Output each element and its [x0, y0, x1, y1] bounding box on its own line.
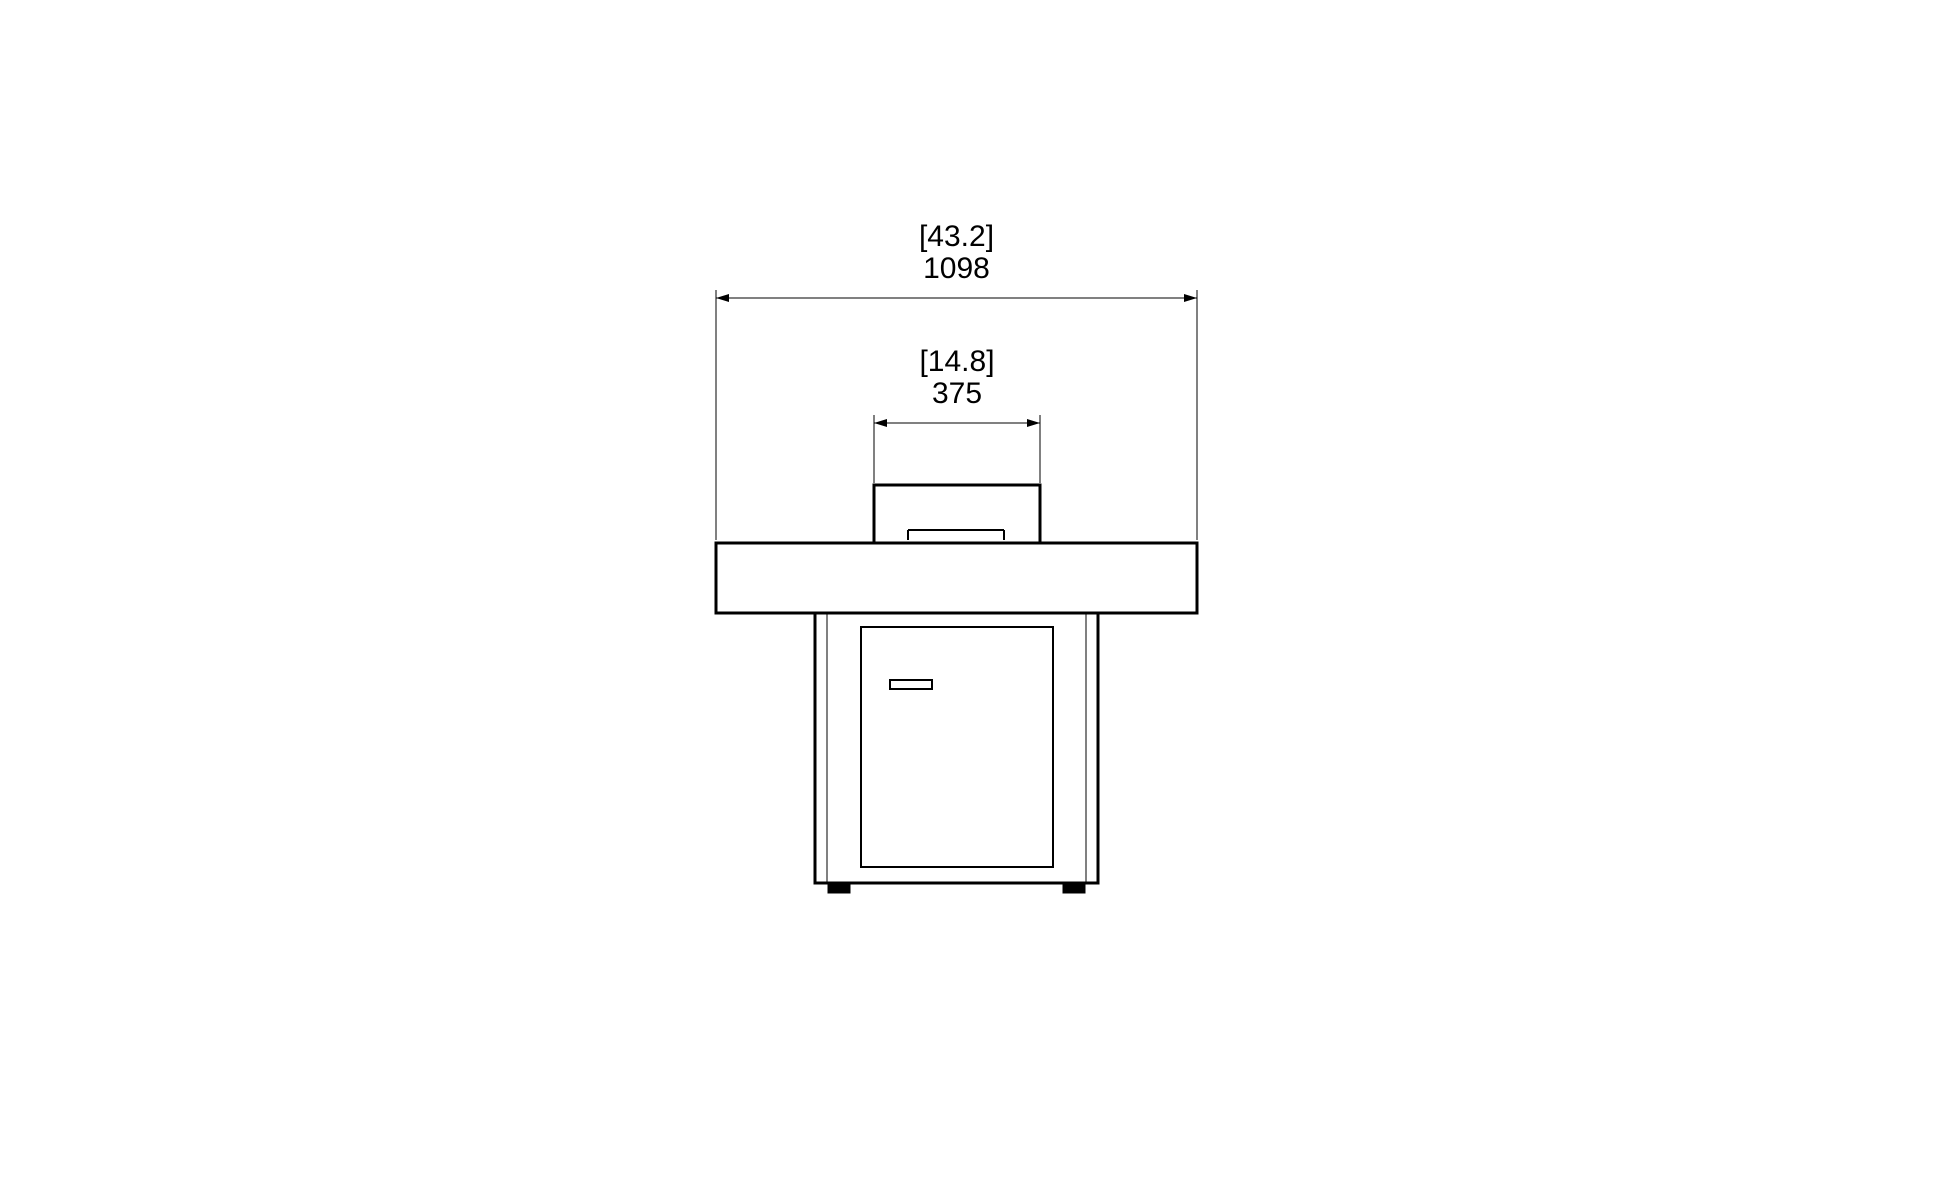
dim-burner-width-imperial: [14.8] — [919, 345, 994, 378]
dim-overall-width-imperial: [43.2] — [919, 220, 994, 253]
foot-right — [1063, 883, 1085, 893]
countertop — [716, 543, 1197, 613]
cabinet-door — [861, 627, 1053, 867]
foot-left — [828, 883, 850, 893]
burner-surround — [874, 485, 1040, 543]
door-handle — [890, 680, 932, 689]
technical-drawing: [43.2]1098 [14.8]375 — [0, 0, 1946, 1203]
dim-overall-width-metric: 1098 — [923, 252, 990, 285]
dim-burner-width-metric: 375 — [932, 377, 982, 410]
